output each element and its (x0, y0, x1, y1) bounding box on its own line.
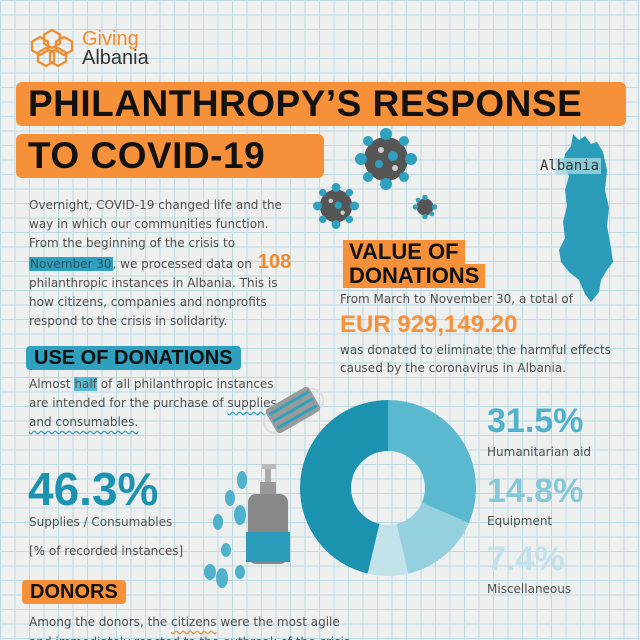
label-line2: DONATIONS (343, 264, 486, 288)
instances-count: 108 (257, 251, 292, 273)
brand-name-giving: Giving (82, 28, 139, 50)
stat-humanitarian-label: Humanitarian aid (487, 445, 592, 459)
virus-icon (355, 128, 417, 190)
brand-logo: Giving Albania (28, 28, 149, 70)
underlined-text: supplies and consumables. (29, 396, 277, 429)
donors-text: Among the donors, the (29, 615, 172, 629)
value-of-donations-label: VALUE OF DONATIONS (337, 240, 491, 288)
main-stat-label: Supplies / Consumables (29, 515, 173, 529)
intro-paragraph: Overnight, COVID-19 changed life and the… (29, 196, 299, 331)
map-label: Albania (538, 158, 602, 174)
use-description: Almost half of all philanthropic instanc… (29, 375, 289, 432)
stat-equipment-label: Equipment (487, 514, 553, 528)
page-title-line1: PHILANTHROPY’S RESPONSE (16, 82, 626, 126)
donors-label: DONORS (22, 580, 126, 604)
date-highlight: November 30 (29, 257, 113, 271)
half-highlight: half (74, 377, 97, 391)
donation-amount: EUR 929,149.20 (340, 311, 518, 338)
use-of-donations-label: USE OF DONATIONS (26, 346, 241, 370)
stat-note: [% of recorded instances] (29, 544, 184, 558)
citizens-highlight: citizens (171, 615, 217, 629)
page-title-line2: TO COVID-19 (16, 134, 324, 178)
face-mask-icon (262, 386, 325, 434)
brand-name-albania: Albania (82, 47, 149, 69)
stat-humanitarian-value: 31.5% (487, 402, 584, 440)
value-description-2: was donated to eliminate the harmful eff… (340, 343, 611, 375)
virus-icon (413, 195, 437, 219)
donut-chart (300, 400, 476, 576)
hand-sanitizer-icon (204, 464, 290, 588)
hexagon-cluster-logo-icon (30, 28, 74, 68)
albania-map (559, 134, 613, 302)
donors-description: Among the donors, the citizens were the … (29, 612, 359, 640)
stat-misc-value: 7.4% (487, 540, 565, 578)
use-text: Almost (29, 377, 75, 391)
label-line1: VALUE OF (343, 240, 465, 264)
virus-icon (313, 183, 359, 229)
intro-text: Overnight, COVID-19 changed life and the… (29, 198, 282, 250)
use-text: of all philanthropic instances are inten… (29, 377, 274, 410)
intro-text: philanthropic instances in Albania. This… (29, 276, 278, 328)
intro-text: , we processed data on (112, 257, 252, 271)
donors-text: were the most agile and immediately reac… (29, 615, 350, 640)
stat-equipment-value: 14.8% (487, 472, 584, 510)
stat-misc-label: Miscellaneous (487, 582, 572, 596)
value-description: From March to November 30, a total of (340, 292, 573, 306)
main-stat-value: 46.3% (28, 463, 159, 515)
